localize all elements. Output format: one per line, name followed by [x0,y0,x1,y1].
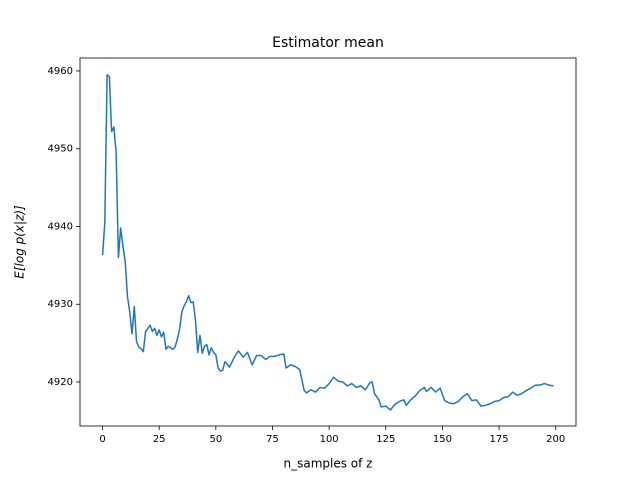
x-tick-label: 25 [153,434,166,445]
x-axis-label: n_samples of z [284,457,373,471]
x-tick-label: 200 [546,434,565,445]
y-tick-label: 4920 [48,377,73,388]
y-axis-label: E[log p(x|z)] [13,205,27,279]
axes-frame [79,57,577,427]
x-tick-label: 150 [433,434,452,445]
chart-title: Estimator mean [272,35,384,51]
x-tick-label: 0 [99,434,105,445]
y-tick-label: 4950 [48,144,73,155]
x-tick-label: 100 [320,434,339,445]
y-tick-label: 4940 [48,221,73,232]
x-tick-label: 50 [209,434,222,445]
y-tick-label: 4930 [48,299,73,310]
x-tick-label: 125 [376,434,395,445]
y-tick-label: 4960 [48,66,73,77]
x-tick-label: 75 [266,434,279,445]
data-line [101,74,554,411]
x-tick-label: 175 [490,434,509,445]
